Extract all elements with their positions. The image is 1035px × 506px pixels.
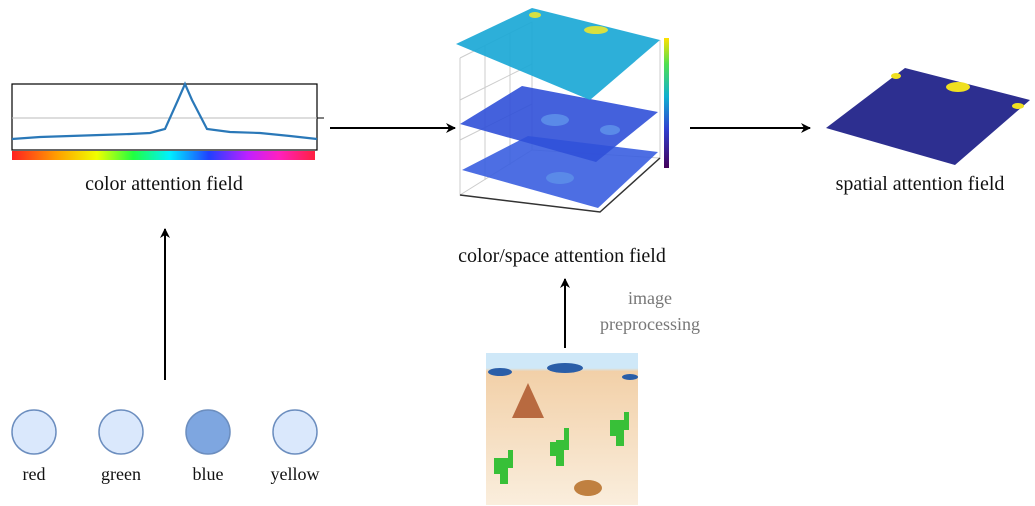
preprocessing-label: preprocessing (600, 314, 700, 334)
color-space-label: color/space attention field (458, 245, 666, 267)
node-label: red (23, 464, 46, 484)
color-node (185, 409, 231, 455)
color-space-cube (456, 8, 669, 213)
color-node (11, 409, 57, 455)
spatial-field-label: spatial attention field (836, 173, 1005, 195)
node-label: yellow (271, 464, 320, 484)
color-field-label: color attention field (85, 173, 243, 195)
node-label: green (101, 464, 141, 484)
color-node (98, 409, 144, 455)
color-field-plot (11, 81, 324, 160)
input-image (486, 353, 638, 505)
preprocessing-label: image (628, 288, 672, 308)
color-node (272, 409, 318, 455)
node-label: blue (193, 464, 224, 484)
spatial-field-plane (826, 68, 1030, 165)
